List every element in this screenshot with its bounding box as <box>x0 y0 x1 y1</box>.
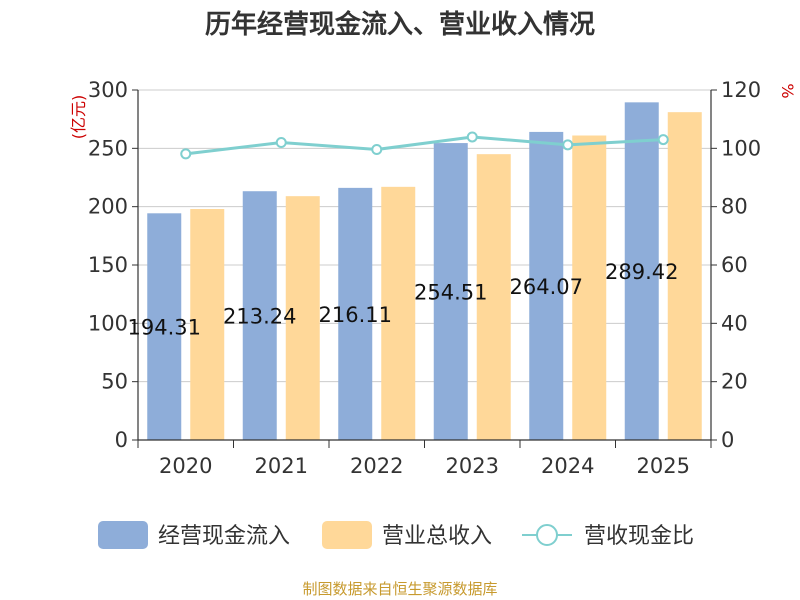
data-label: 264.07 <box>510 275 583 299</box>
bar-revenue <box>572 135 607 440</box>
data-label: 213.24 <box>223 305 296 329</box>
x-tick-label: 2024 <box>541 454 594 478</box>
bar-revenue <box>285 196 320 440</box>
right-tick-label: 80 <box>721 195 748 219</box>
axes: 0 50 100 150 200 250 300 0 20 40 60 80 100 120 2020 202… <box>88 78 761 478</box>
right-tick-label: 120 <box>721 78 761 102</box>
right-tick-label: 100 <box>721 136 761 160</box>
ratio-point <box>466 131 478 143</box>
legend-marker <box>536 524 558 546</box>
right-tick-label: 0 <box>721 428 734 452</box>
data-label: 254.51 <box>414 281 487 305</box>
left-tick-label: 0 <box>115 428 128 452</box>
bar-revenue <box>381 186 416 440</box>
ratio-point <box>371 144 383 155</box>
data-label: 216.11 <box>319 303 392 327</box>
bar-revenue <box>667 112 702 441</box>
ratio-point <box>275 137 287 148</box>
bar-cash-inflow <box>338 187 373 440</box>
x-tick-label: 2020 <box>159 454 212 478</box>
ratio-point <box>657 134 669 146</box>
bar-cash-inflow <box>242 191 277 440</box>
ratio-point <box>562 139 574 151</box>
legend-swatch <box>322 521 372 549</box>
line-layer <box>180 131 669 160</box>
left-tick-label: 200 <box>88 195 128 219</box>
bar-revenue <box>190 209 225 440</box>
legend-label: 营收现金比 <box>584 524 694 549</box>
data-label: 289.42 <box>605 260 678 284</box>
source-note: 制图数据来自恒生聚源数据库 <box>302 580 497 598</box>
bar-cash-inflow <box>624 102 659 441</box>
legend-label: 营业总收入 <box>382 524 492 549</box>
x-tick-label: 2023 <box>446 454 499 478</box>
left-tick-label: 150 <box>88 253 128 277</box>
left-axis-unit: (亿元) <box>69 95 88 140</box>
ratio-line <box>185 135 664 156</box>
bar-revenue <box>476 154 511 440</box>
right-axis-unit: % <box>778 83 797 98</box>
right-tick-label: 60 <box>721 253 748 277</box>
ratio-point <box>180 148 192 160</box>
right-tick-label: 40 <box>721 311 748 335</box>
left-tick-label: 300 <box>88 78 128 102</box>
bar-cash-inflow <box>529 131 564 440</box>
left-tick-label: 250 <box>88 136 128 160</box>
legend: 经营现金流入 营业总收入 营收现金比 <box>98 521 694 549</box>
right-tick-label: 20 <box>721 370 748 394</box>
left-tick-label: 50 <box>101 370 128 394</box>
bar-cash-inflow <box>147 213 182 440</box>
data-label: 194.31 <box>128 316 201 340</box>
data-labels: 194.31 213.24 216.11 254.51 264.07 289.42 <box>128 260 679 339</box>
legend-swatch <box>98 521 148 549</box>
bar-layer <box>147 102 702 441</box>
x-tick-label: 2022 <box>350 454 403 478</box>
x-tick-label: 2021 <box>255 454 308 478</box>
chart-title: 历年经营现金流入、营业收入情况 <box>205 9 595 40</box>
bar-cash-inflow <box>433 143 468 441</box>
x-tick-label: 2025 <box>637 454 690 478</box>
legend-label: 经营现金流入 <box>158 524 290 549</box>
left-tick-label: 100 <box>88 311 128 335</box>
